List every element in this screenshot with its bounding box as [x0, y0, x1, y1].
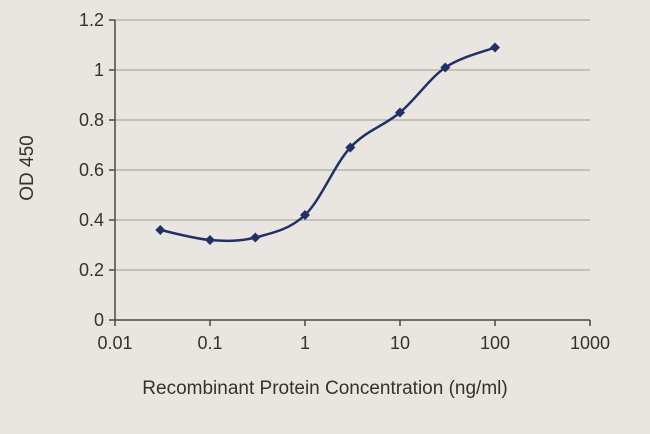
y-tick-label: 0	[94, 310, 104, 330]
x-tick-label: 0.01	[97, 333, 132, 353]
x-tick-label: 10	[390, 333, 410, 353]
data-point-marker	[205, 235, 215, 245]
x-tick-label: 1000	[570, 333, 610, 353]
data-point-marker	[395, 107, 405, 118]
x-axis-title: Recombinant Protein Concentration (ng/ml…	[142, 378, 508, 399]
y-tick-label: 0.2	[79, 260, 104, 280]
series-line	[160, 46, 496, 243]
data-point-marker	[250, 232, 261, 243]
y-tick-label: 1.2	[79, 10, 104, 30]
data-point-marker	[490, 42, 500, 53]
y-axis-title: OD 450	[17, 135, 38, 201]
y-tick-label: 1	[94, 60, 104, 80]
data-point-marker	[440, 62, 451, 73]
data-point-marker	[155, 225, 166, 235]
x-tick-label: 1	[300, 333, 310, 353]
data-point-marker	[345, 142, 356, 153]
data-point-marker	[300, 210, 310, 220]
x-tick-label: 0.1	[197, 333, 222, 353]
y-tick-label: 0.8	[79, 110, 104, 130]
y-tick-label: 0.6	[79, 160, 104, 180]
x-tick-label: 100	[480, 333, 510, 353]
y-tick-label: 0.4	[79, 210, 104, 230]
